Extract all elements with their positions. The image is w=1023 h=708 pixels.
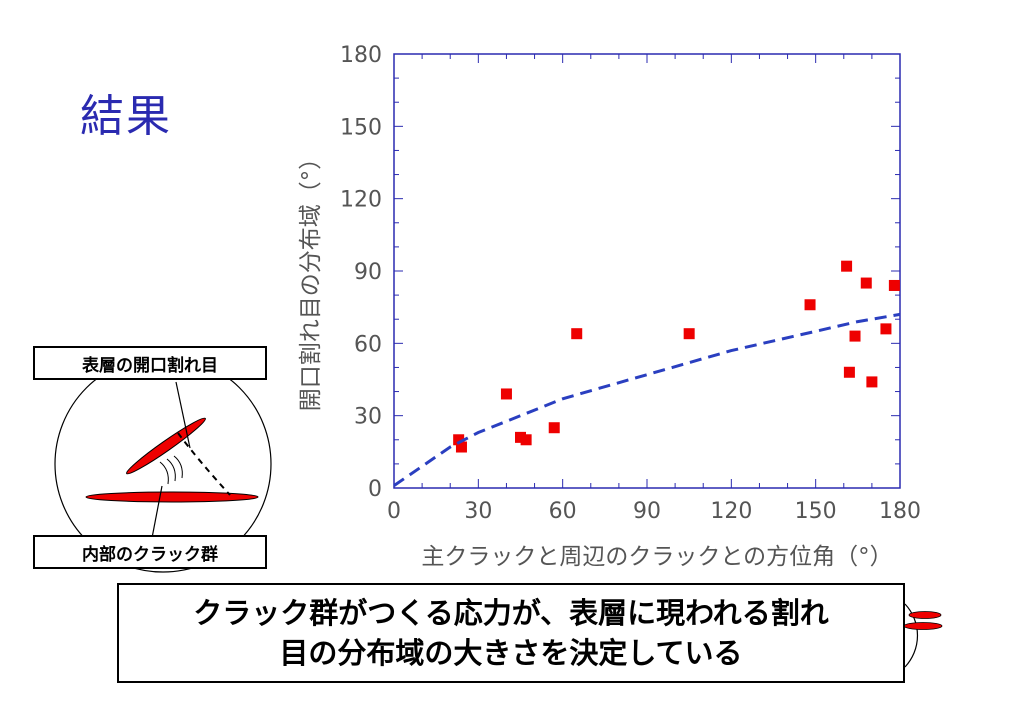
y-tick-label: 90 — [354, 260, 382, 285]
data-point — [849, 330, 861, 342]
arrow-line-internal — [151, 485, 163, 539]
arrow-line-surface — [175, 381, 191, 449]
x-tick-label: 0 — [387, 499, 401, 524]
surface-crack-label: 表層の開口割れ目 — [33, 346, 267, 380]
x-tick-label: 150 — [795, 499, 837, 524]
crack-illustration — [54, 355, 272, 573]
data-point — [888, 279, 900, 291]
main-crack-ellipse — [85, 491, 259, 503]
y-tick-label: 0 — [368, 477, 382, 502]
wave-mark-1 — [159, 461, 169, 485]
data-point — [455, 441, 467, 453]
y-axis-label: 開口割れ目の分布域（°） — [298, 147, 324, 412]
data-point — [804, 299, 816, 311]
right-inset-fragment — [903, 603, 943, 668]
y-tick-label: 60 — [354, 332, 382, 357]
data-point — [841, 260, 853, 272]
data-point — [843, 366, 855, 378]
fit-curve-line — [393, 312, 901, 487]
data-point — [520, 434, 532, 446]
conclusion-banner: クラック群がつくる応力が、表層に現われる割れ 目の分布域の大きさを決定している — [117, 583, 905, 683]
data-point — [683, 328, 695, 340]
data-point — [860, 277, 872, 289]
data-point — [548, 422, 560, 434]
data-point — [515, 431, 526, 443]
y-tick-label: 150 — [340, 115, 382, 140]
plot-frame — [393, 53, 901, 489]
data-point — [453, 434, 465, 446]
x-axis-label: 主クラックと周辺のクラックとの方位角（°） — [421, 544, 892, 570]
x-tick-label: 30 — [464, 499, 492, 524]
y-tick-label: 180 — [340, 43, 382, 68]
data-point — [866, 376, 878, 388]
x-tick-label: 60 — [549, 499, 577, 524]
data-point — [880, 323, 892, 335]
conclusion-line-1: クラック群がつくる応力が、表層に現われる割れ — [193, 596, 829, 630]
y-tick-label: 30 — [354, 405, 382, 430]
wave-mark-2 — [166, 458, 176, 482]
y-tick-label: 120 — [340, 188, 382, 213]
conclusion-line-2: 目の分布域の大きさを決定している — [279, 636, 743, 670]
wave-mark-3 — [173, 455, 183, 479]
slide-title: 結果 — [80, 91, 172, 142]
data-point — [500, 388, 512, 400]
data-point — [571, 328, 583, 340]
x-tick-label: 120 — [710, 499, 752, 524]
x-tick-label: 90 — [633, 499, 661, 524]
x-tick-label: 180 — [879, 499, 921, 524]
dashed-crack-path — [177, 432, 231, 496]
internal-crack-label: 内部のクラック群 — [33, 535, 267, 569]
surface-crack-ellipse — [126, 417, 206, 475]
